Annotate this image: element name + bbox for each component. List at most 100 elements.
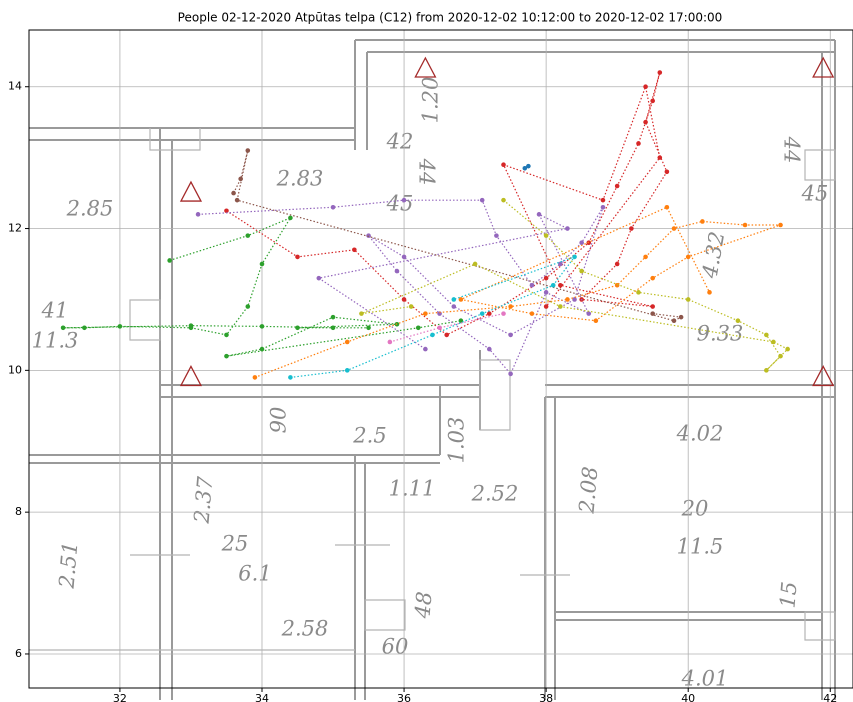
position-point xyxy=(259,324,265,329)
position-point xyxy=(444,332,449,338)
floor-label: 6.1 xyxy=(238,562,271,586)
position-point xyxy=(558,304,563,309)
track-line xyxy=(63,216,461,357)
position-point xyxy=(252,375,258,380)
position-point xyxy=(643,84,648,90)
position-point xyxy=(401,197,407,203)
y-tick-label: 6 xyxy=(15,647,22,660)
position-point xyxy=(401,297,407,302)
position-point xyxy=(650,304,655,309)
position-point xyxy=(330,204,336,210)
position-point xyxy=(117,324,123,329)
position-point xyxy=(423,311,428,316)
anchor-marker xyxy=(179,365,203,387)
position-point xyxy=(344,339,350,345)
position-point xyxy=(238,176,243,182)
position-point xyxy=(565,226,570,231)
position-point xyxy=(408,304,414,309)
position-point xyxy=(614,282,620,288)
position-point xyxy=(245,148,251,153)
position-point xyxy=(650,311,655,316)
position-point xyxy=(764,332,769,338)
position-point xyxy=(678,314,684,320)
floor-label: 1.11 xyxy=(389,477,436,501)
position-point xyxy=(685,254,691,260)
position-point xyxy=(234,197,240,203)
position-point xyxy=(295,254,300,260)
position-point xyxy=(657,155,663,160)
position-point xyxy=(614,183,620,189)
floor-label: 48 xyxy=(410,591,436,621)
position-point xyxy=(508,332,513,338)
floor-label: 4.32 xyxy=(697,230,729,281)
position-point xyxy=(224,332,229,338)
position-point xyxy=(536,212,542,217)
position-point xyxy=(501,311,506,316)
position-point xyxy=(359,311,364,316)
position-point xyxy=(771,339,776,345)
position-point xyxy=(366,233,371,238)
y-tick-label: 12 xyxy=(8,222,22,235)
floor-label: 2.37 xyxy=(189,475,217,525)
position-point xyxy=(565,297,570,302)
x-tick-label: 34 xyxy=(255,692,269,702)
position-point xyxy=(344,368,350,373)
position-point xyxy=(437,325,442,331)
position-point xyxy=(529,311,535,316)
position-point xyxy=(671,318,677,324)
x-tick-label: 40 xyxy=(681,692,695,702)
position-point xyxy=(543,304,549,309)
position-point xyxy=(522,165,528,171)
track-line xyxy=(226,72,668,336)
position-point xyxy=(458,318,464,324)
y-tick-label: 10 xyxy=(8,363,22,376)
floor-label: 1.20 xyxy=(419,77,443,124)
position-point xyxy=(245,304,251,309)
floor-label: 4.01 xyxy=(681,667,729,691)
position-point xyxy=(430,332,435,338)
x-tick-label: 36 xyxy=(397,692,411,702)
floor-label: 20 xyxy=(681,497,709,521)
position-point xyxy=(572,254,577,260)
position-point xyxy=(543,275,549,281)
position-point xyxy=(735,318,741,324)
position-point xyxy=(664,169,670,175)
position-point xyxy=(82,325,87,331)
position-point xyxy=(472,261,478,267)
plot-frame xyxy=(28,29,853,689)
position-point xyxy=(245,233,251,238)
position-point xyxy=(195,212,201,217)
position-point xyxy=(529,282,535,288)
position-point xyxy=(316,275,322,281)
y-tick-label: 8 xyxy=(15,505,22,518)
position-point xyxy=(600,197,606,203)
position-point xyxy=(508,371,513,377)
floor-label: 90 xyxy=(267,407,291,434)
floor-label: 41 xyxy=(41,299,69,323)
position-point xyxy=(586,311,592,316)
position-point xyxy=(657,70,663,75)
position-point xyxy=(458,297,464,302)
floor-label: 45 xyxy=(801,182,829,206)
position-point xyxy=(167,258,172,263)
position-point xyxy=(558,261,563,267)
x-tick-label: 32 xyxy=(113,692,127,702)
position-point xyxy=(451,297,457,302)
position-point xyxy=(401,254,407,260)
floor-label: 2.85 xyxy=(66,197,114,221)
floor-label: 25 xyxy=(221,532,249,556)
floor-label: 2.52 xyxy=(471,482,519,506)
position-point xyxy=(295,325,300,331)
floor-label: 11.5 xyxy=(677,535,724,559)
position-point xyxy=(593,318,599,324)
position-point xyxy=(636,290,641,295)
floor-label: 2.58 xyxy=(281,617,329,641)
position-point xyxy=(479,311,485,316)
floor-label: 2.51 xyxy=(54,541,82,591)
position-point xyxy=(508,304,513,309)
floor-label: 2.83 xyxy=(276,167,324,191)
floor-label: 44 xyxy=(415,158,439,186)
floor-label: 45 xyxy=(386,192,414,216)
position-point xyxy=(479,197,485,203)
anchor-marker xyxy=(812,365,835,387)
